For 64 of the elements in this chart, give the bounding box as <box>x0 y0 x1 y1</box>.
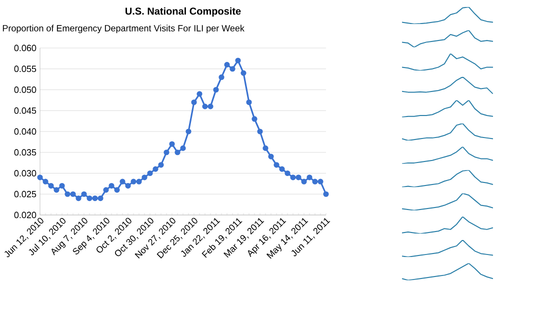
point <box>42 178 48 184</box>
point <box>257 128 263 134</box>
point <box>279 166 285 172</box>
point <box>70 191 76 197</box>
point <box>230 66 236 72</box>
point <box>48 182 54 189</box>
point <box>246 99 252 106</box>
y-tick-label: 0.025 <box>14 190 36 198</box>
y-tick-label: 0.055 <box>14 66 36 72</box>
point <box>114 187 120 193</box>
point <box>64 191 70 197</box>
point <box>59 182 65 189</box>
point <box>213 86 219 93</box>
point <box>92 195 98 202</box>
chart-title: U.S. National Composite <box>126 7 241 17</box>
y-tick-label: 0.045 <box>14 107 36 114</box>
point <box>98 195 104 202</box>
point <box>290 174 296 180</box>
point <box>147 170 153 176</box>
y-tick-label: 0.040 <box>14 128 36 135</box>
point <box>152 166 158 172</box>
point <box>186 128 192 134</box>
point <box>296 174 302 180</box>
point <box>218 74 224 80</box>
y-tick-label: 0.060 <box>14 44 36 52</box>
point <box>306 174 312 180</box>
point <box>312 178 318 184</box>
point <box>208 104 214 110</box>
point <box>301 178 307 184</box>
point <box>191 99 197 106</box>
point <box>142 174 148 180</box>
y-tick-label: 0.020 <box>14 212 36 218</box>
point <box>284 170 290 176</box>
point <box>323 191 329 197</box>
point <box>158 162 164 168</box>
point <box>54 187 60 193</box>
point <box>224 62 230 68</box>
point <box>180 145 186 151</box>
point <box>252 116 258 122</box>
chart-subtitle: Proportion of Emergency Department Visits For ILI per Week <box>2 24 244 34</box>
y-tick-label: 0.050 <box>14 86 36 93</box>
point <box>103 187 109 193</box>
point <box>196 91 202 97</box>
point <box>240 70 246 76</box>
point <box>108 182 114 189</box>
point <box>81 191 87 197</box>
point <box>235 58 241 64</box>
point <box>130 178 136 184</box>
point <box>37 174 43 180</box>
y-tick-label: 0.030 <box>14 170 36 176</box>
point <box>136 178 142 184</box>
point <box>268 154 274 160</box>
point <box>202 104 208 110</box>
point <box>318 178 324 184</box>
point <box>164 150 170 156</box>
point <box>76 195 82 202</box>
point <box>120 178 126 184</box>
point <box>174 150 180 156</box>
point <box>125 182 131 189</box>
point <box>86 195 92 202</box>
point <box>169 141 175 147</box>
point <box>262 145 268 151</box>
point <box>274 162 280 168</box>
y-tick-label: 0.035 <box>14 149 36 156</box>
